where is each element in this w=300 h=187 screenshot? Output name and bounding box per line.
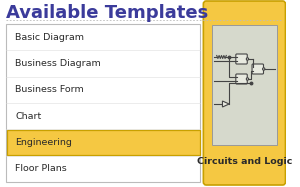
Circle shape [262,68,265,70]
Text: Chart: Chart [15,112,41,121]
Circle shape [246,58,249,60]
Text: Business Form: Business Form [15,85,84,94]
Text: Floor Plans: Floor Plans [15,164,67,173]
FancyBboxPatch shape [7,130,200,155]
FancyBboxPatch shape [236,74,247,84]
Text: Engineering: Engineering [15,138,72,147]
Text: Circuits and Logic: Circuits and Logic [197,157,292,165]
FancyBboxPatch shape [203,1,286,185]
Text: Basic Diagram: Basic Diagram [15,33,84,42]
FancyBboxPatch shape [6,24,200,182]
Text: Business Diagram: Business Diagram [15,59,101,68]
Polygon shape [222,101,229,107]
FancyBboxPatch shape [236,54,247,64]
FancyBboxPatch shape [212,25,277,145]
Circle shape [246,78,249,80]
FancyBboxPatch shape [252,64,263,74]
Text: Available Templates: Available Templates [6,4,208,22]
